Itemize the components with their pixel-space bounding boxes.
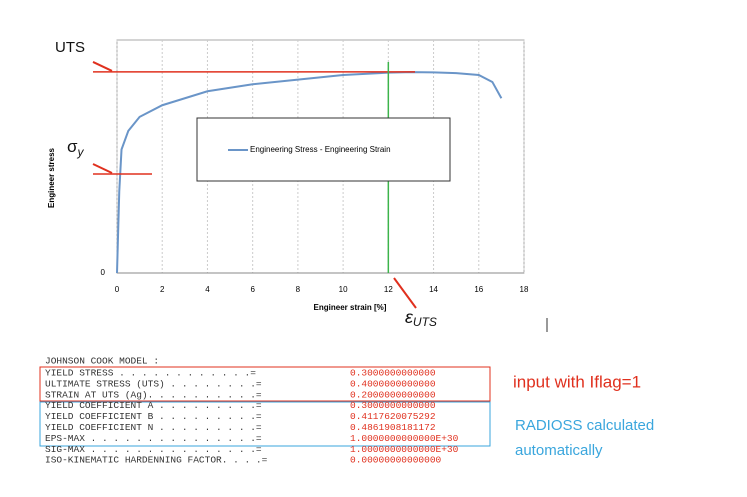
annotation-symbol: σ [67, 137, 78, 156]
listing-label: ISO-KINEMATIC HARDENNING FACTOR. . . .= [45, 455, 268, 466]
x-tick-label: 18 [520, 285, 529, 294]
note: RADIOSS calculated [515, 417, 654, 434]
listing-label: YIELD COEFFICIENT N . . . . . . . . .= [45, 422, 262, 433]
x-tick-label: 10 [339, 285, 348, 294]
x-tick-label: 16 [474, 285, 483, 294]
note: input with Iflag=1 [513, 372, 641, 391]
x-tick-label: 2 [160, 285, 165, 294]
legend-label: Engineering Stress - Engineering Strain [250, 145, 391, 154]
arrow [92, 61, 113, 72]
listing-value: 0.00000000000000 [350, 455, 442, 466]
listing-label: SIG-MAX . . . . . . . . . . . . . . .= [45, 444, 262, 455]
listing-value: 0.3000000000000 [350, 400, 436, 411]
annotation: εUTS [405, 307, 437, 329]
x-tick-label: 8 [296, 285, 301, 294]
listing-label: STRAIN AT UTS (Ag). . . . . . . . . .= [45, 389, 262, 400]
listing-label: YIELD COEFFICIENT B . . . . . . . . .= [45, 411, 262, 422]
annotation-symbol: ε [405, 307, 414, 327]
x-tick-label: 14 [429, 285, 438, 294]
annotation: UTS [55, 39, 85, 56]
y-tick-label: 0 [101, 268, 106, 277]
listing-label: EPS-MAX . . . . . . . . . . . . . . .= [45, 433, 262, 444]
annotation-symbol: UTS [55, 39, 85, 56]
y-axis-label: Engineer stress [47, 147, 56, 208]
listing-value: 1.0000000000000E+30 [350, 444, 459, 455]
annotation-subscript: y [77, 145, 85, 159]
x-tick-label: 12 [384, 285, 393, 294]
listing-title: JOHNSON COOK MODEL : [45, 356, 159, 367]
x-tick-label: 4 [205, 285, 210, 294]
x-tick-label: 0 [115, 285, 120, 294]
annotation: σy [67, 137, 85, 159]
listing-value: 0.4000000000000 [350, 378, 436, 389]
listing-value: 0.4861908181172 [350, 422, 436, 433]
listing-label: YIELD STRESS . . . . . . . . . . . .= [45, 368, 256, 379]
listing-value: 0.2000000000000 [350, 389, 436, 400]
listing-label: YIELD COEFFICIENT A . . . . . . . . .= [45, 400, 262, 411]
arrow [393, 277, 417, 309]
x-tick-label: 6 [250, 285, 255, 294]
arrow [92, 163, 113, 174]
annotation-subscript: UTS [413, 315, 437, 329]
series-line [116, 71, 503, 274]
note: automatically [515, 442, 603, 459]
listing-value: 1.0000000000000E+30 [350, 433, 459, 444]
listing-value: 0.3000000000000 [350, 368, 436, 379]
listing-label: ULTIMATE STRESS (UTS) . . . . . . . .= [45, 378, 262, 389]
x-axis-label: Engineer strain [%] [314, 303, 387, 312]
input-box [39, 366, 491, 402]
listing-value: 0.4117620075292 [350, 411, 436, 422]
computed-box [39, 401, 491, 447]
